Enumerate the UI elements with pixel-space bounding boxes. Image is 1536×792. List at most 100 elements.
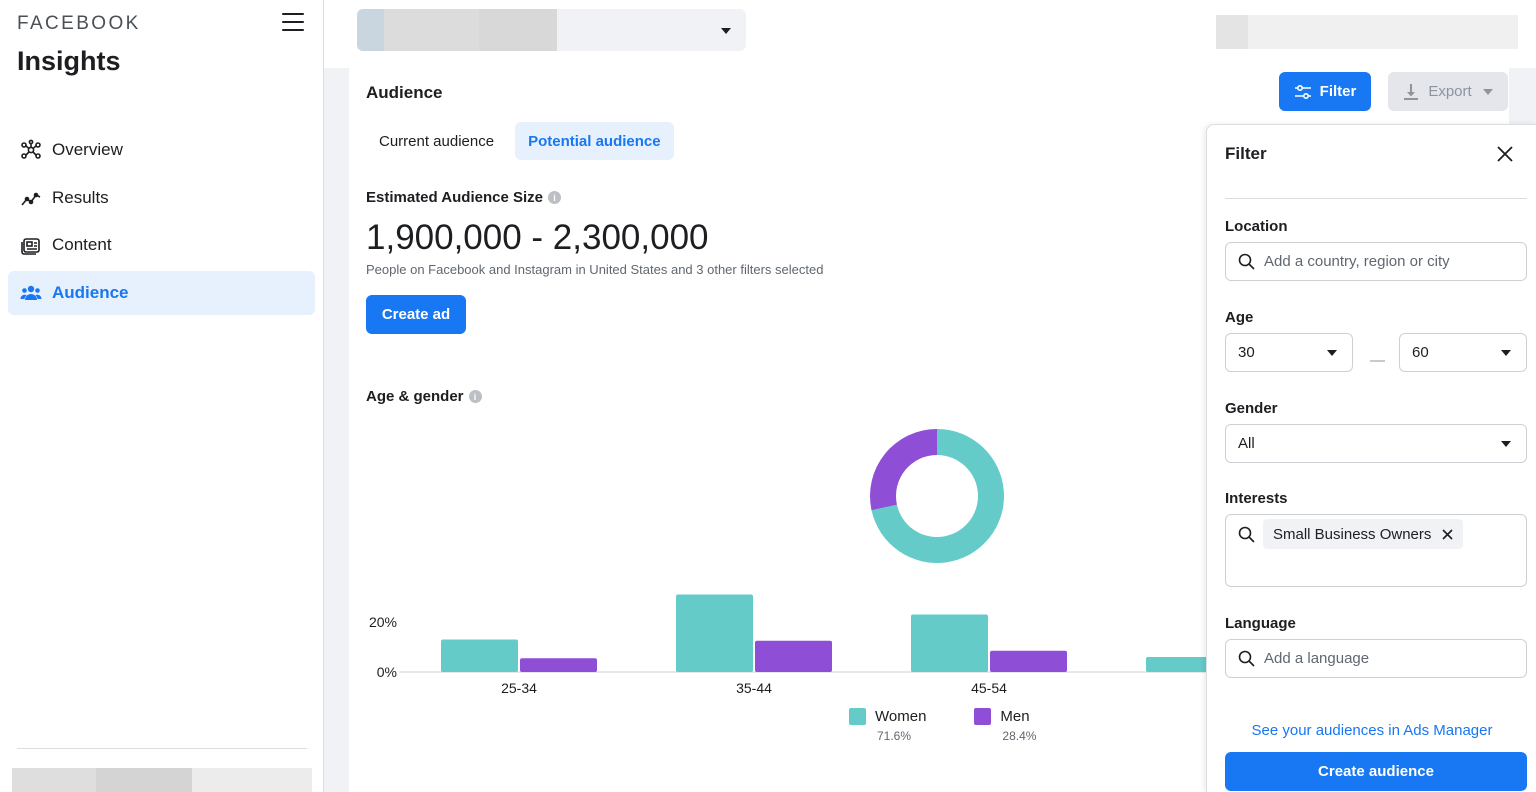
search-icon: [1238, 526, 1255, 543]
x-tick-label: 35-44: [736, 680, 772, 696]
age-gender-text: Age & gender: [366, 388, 464, 405]
chevron-down-icon: [1501, 441, 1511, 447]
topbar: [324, 0, 1536, 68]
brand-logo: FACEBOOK: [17, 13, 141, 34]
gender-label: Gender: [1225, 400, 1278, 417]
legend-label: Women: [875, 708, 927, 725]
chevron-down-icon: [721, 28, 731, 34]
sidebar-nav: Overview Results Content: [8, 128, 315, 318]
sidebar-item-label: Audience: [52, 282, 129, 302]
bar-men-25-34: [520, 658, 597, 672]
legend-percent: 28.4%: [1002, 729, 1037, 743]
menu-icon[interactable]: [282, 13, 304, 33]
chevron-down-icon: [1501, 350, 1511, 356]
interest-chip: Small Business Owners: [1263, 519, 1464, 549]
estimated-size-text: Estimated Audience Size: [366, 189, 543, 206]
age-label: Age: [1225, 309, 1254, 326]
audience-tabs: Current audience Potential audience: [366, 122, 682, 160]
estimated-size-caption: People on Facebook and Instagram in Unit…: [366, 262, 824, 277]
age-min-value: 30: [1238, 344, 1255, 361]
account-blur: [1216, 15, 1518, 49]
interests-field[interactable]: Small Business Owners: [1225, 514, 1527, 587]
sidebar-item-content[interactable]: Content: [8, 223, 315, 267]
age-max-value: 60: [1412, 344, 1429, 361]
bar-men-35-44: [755, 640, 832, 672]
search-icon: [1238, 253, 1255, 270]
age-max-select[interactable]: 60: [1399, 333, 1527, 372]
search-icon: [1238, 650, 1255, 667]
gender-donut-chart: [870, 429, 1004, 563]
sidebar-divider: [17, 748, 307, 749]
legend-swatch: [974, 708, 992, 725]
filter-button-label: Filter: [1319, 83, 1357, 100]
close-icon[interactable]: [1442, 528, 1453, 540]
location-field[interactable]: [1225, 242, 1527, 281]
content-icon: [19, 233, 43, 257]
language-field[interactable]: [1225, 639, 1527, 678]
divider: [1225, 198, 1527, 199]
ads-manager-link[interactable]: See your audiences in Ads Manager: [1251, 722, 1493, 739]
bar-women-45-54: [911, 614, 988, 672]
results-icon: [19, 186, 43, 210]
donut-slice-women: [871, 429, 1004, 563]
account-blur: [12, 768, 312, 792]
legend-item-men: Men 28.4%: [974, 708, 1036, 743]
close-icon[interactable]: [1495, 144, 1515, 164]
tab-potential-audience[interactable]: Potential audience: [515, 122, 674, 160]
location-input[interactable]: [1264, 253, 1526, 270]
gender-value: All: [1238, 435, 1255, 452]
info-icon[interactable]: i: [548, 191, 561, 204]
estimated-size-label: Estimated Audience Size i: [366, 189, 561, 206]
estimated-size-value: 1,900,000 - 2,300,000: [366, 218, 709, 257]
sliders-icon: [1294, 84, 1311, 99]
bar-women-next: [1146, 657, 1209, 672]
export-button-label: Export: [1428, 83, 1472, 100]
interests-label: Interests: [1225, 490, 1288, 507]
age-gender-label: Age & gender i: [366, 388, 482, 405]
legend-percent: 71.6%: [877, 729, 912, 743]
chart-legend: Women 71.6% Men 28.4%: [849, 708, 1084, 743]
tab-current-audience[interactable]: Current audience: [379, 132, 495, 150]
x-tick-label: 45-54: [971, 680, 1007, 696]
sidebar-item-label: Results: [52, 187, 109, 207]
x-tick-label: 25-34: [501, 680, 537, 696]
section-title: Audience: [366, 83, 443, 102]
donut-slice-men: [870, 429, 937, 511]
filter-button[interactable]: Filter: [1279, 72, 1371, 111]
bar-women-35-44: [676, 594, 753, 672]
legend-label: Men: [1000, 708, 1030, 725]
sidebar: FACEBOOK Insights Overview Results: [0, 0, 324, 792]
location-label: Location: [1225, 218, 1288, 235]
create-audience-button[interactable]: Create audience: [1225, 752, 1527, 791]
sidebar-item-audience[interactable]: Audience: [8, 270, 315, 315]
bar-women-25-34: [441, 639, 518, 672]
age-separator: —: [1370, 352, 1385, 369]
filter-panel: Filter Location Age 30 — 60 Gender All I…: [1206, 124, 1536, 792]
app-title: Insights: [17, 46, 121, 76]
age-min-select[interactable]: 30: [1225, 333, 1353, 372]
legend-item-women: Women 71.6%: [849, 708, 926, 743]
language-label: Language: [1225, 615, 1296, 632]
bar-men-45-54: [990, 650, 1067, 672]
sidebar-item-results[interactable]: Results: [8, 176, 315, 220]
age-gender-bar-chart: 0% 20% 25-34 35-44 45-54: [369, 594, 1209, 696]
language-input[interactable]: [1264, 650, 1526, 667]
filter-panel-title: Filter: [1225, 144, 1267, 163]
create-ad-button[interactable]: Create ad: [366, 295, 466, 334]
interest-chip-label: Small Business Owners: [1273, 525, 1432, 543]
y-tick-label: 20%: [369, 614, 397, 630]
chevron-down-icon: [1482, 88, 1493, 95]
info-icon[interactable]: i: [468, 390, 482, 403]
legend-swatch: [849, 708, 866, 725]
overview-icon: [19, 138, 43, 162]
page-selector[interactable]: [357, 9, 746, 51]
export-button[interactable]: Export: [1388, 72, 1508, 111]
download-icon: [1404, 83, 1419, 100]
sidebar-item-overview[interactable]: Overview: [8, 128, 315, 172]
sidebar-item-label: Overview: [52, 140, 123, 159]
audience-icon: [19, 281, 43, 305]
chevron-down-icon: [1327, 350, 1337, 356]
sidebar-item-label: Content: [52, 235, 112, 254]
y-tick-label: 0%: [377, 664, 397, 680]
gender-select[interactable]: All: [1225, 424, 1527, 463]
